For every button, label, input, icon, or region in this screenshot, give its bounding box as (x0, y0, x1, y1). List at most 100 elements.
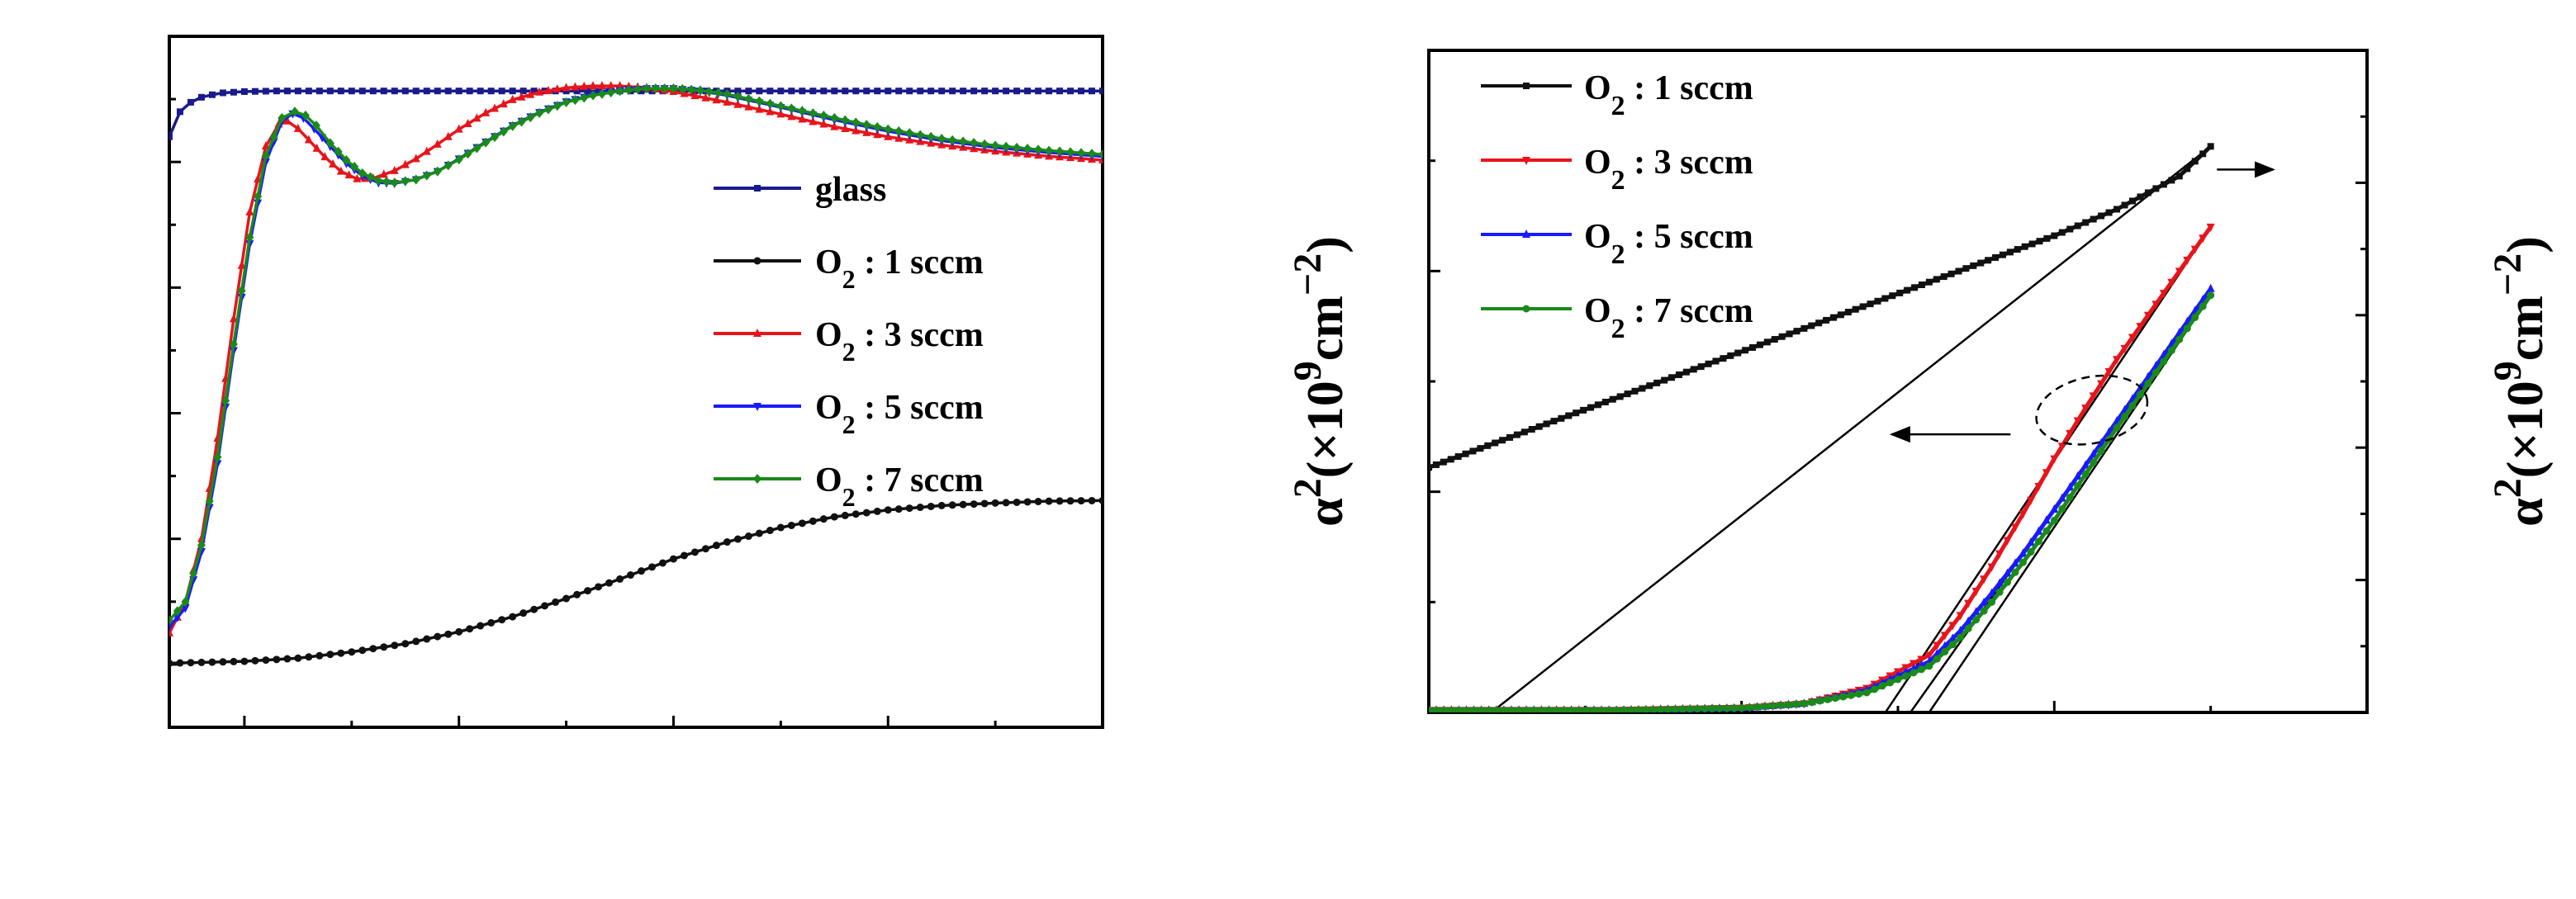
data-point (1056, 88, 1064, 95)
data-point (2151, 300, 2161, 310)
data-point (382, 177, 391, 187)
data-point (2081, 460, 2090, 469)
data-point (2175, 335, 2184, 343)
data-point (852, 125, 861, 135)
data-point (777, 88, 785, 95)
data-point (1046, 88, 1053, 95)
data-point (2074, 222, 2081, 229)
data-point (1948, 622, 1957, 631)
data-point (490, 131, 499, 142)
data-point (658, 559, 667, 567)
data-point (337, 88, 344, 95)
data-point (169, 615, 173, 626)
data-point (1077, 148, 1086, 159)
data-point (230, 88, 237, 96)
data-point (960, 88, 967, 95)
data-point (1675, 371, 1682, 378)
data-point (543, 85, 553, 94)
data-point (219, 658, 227, 666)
data-point (1024, 88, 1032, 95)
data-point (1484, 442, 1492, 449)
data-point (1624, 390, 1631, 398)
data-point (873, 121, 882, 132)
data-point (2073, 417, 2082, 426)
data-point (1568, 706, 1576, 712)
data-point (1964, 624, 1972, 632)
data-point (2175, 267, 2184, 277)
data-point (2206, 283, 2215, 292)
data-point (1753, 703, 1762, 711)
text-part: α (2498, 498, 2554, 527)
data-point (1756, 341, 1763, 348)
data-point (358, 646, 367, 655)
data-point (1649, 706, 1658, 712)
data-point (562, 83, 571, 92)
data-point (463, 119, 472, 128)
data-point (1535, 423, 1543, 430)
data-point (221, 395, 230, 406)
legend-label: glass (815, 171, 886, 209)
data-point (1839, 693, 1848, 701)
data-point (401, 159, 410, 168)
data-point (1970, 262, 1977, 269)
legend-marker (1522, 157, 1530, 165)
data-point (1697, 363, 1705, 371)
data-point (2090, 458, 2098, 466)
data-point (519, 609, 528, 617)
data-point (230, 657, 238, 665)
data-point (283, 88, 291, 95)
data-point (337, 649, 345, 657)
data-point (1977, 259, 1985, 267)
data-point (283, 655, 292, 663)
data-point (2058, 504, 2066, 513)
data-point (2175, 173, 2183, 180)
data-point (1859, 303, 1867, 310)
data-point (305, 88, 312, 95)
legend-entry-o2_5: O2 : 5 sccm (1481, 218, 1753, 270)
data-point (701, 92, 710, 102)
text-part: −2 (2486, 253, 2530, 296)
data-point (894, 505, 903, 513)
data-point (325, 138, 334, 149)
data-point (927, 88, 935, 95)
data-point (766, 98, 775, 109)
data-point (2113, 423, 2121, 432)
data-point (627, 571, 635, 580)
data-point (541, 602, 549, 610)
data-point (262, 88, 269, 95)
data-point (477, 622, 485, 630)
text-part: O (815, 461, 842, 499)
data-point (1940, 273, 1947, 281)
data-point (1690, 366, 1697, 373)
data-point (499, 126, 508, 137)
legend-marker (754, 185, 761, 192)
data-point (1653, 379, 1661, 386)
data-point (830, 112, 839, 123)
data-point (1612, 706, 1620, 712)
series-line (1429, 287, 2213, 712)
series-line (1429, 294, 2213, 712)
data-point (1738, 704, 1746, 712)
data-point (862, 127, 871, 136)
data-point (680, 551, 688, 560)
legend-entry-o2_1: O2 : 1 sccm (1481, 69, 1753, 121)
text-part: ) (2498, 236, 2554, 253)
legend-entry-o2_3: O2 : 3 sccm (1481, 144, 1753, 196)
data-point (819, 111, 828, 121)
text-part: 2 (842, 409, 856, 439)
data-point (1948, 641, 1957, 649)
data-point (2081, 405, 2090, 414)
data-point (472, 113, 482, 122)
data-point (678, 83, 687, 94)
data-point (1933, 276, 1940, 283)
data-point (2074, 481, 2082, 490)
data-point (2057, 442, 2066, 452)
data-point (959, 136, 968, 147)
data-point (906, 88, 913, 95)
data-point (723, 89, 732, 100)
data-point (1500, 706, 1508, 712)
legend-entry-o2_5: O2 : 5 sccm (714, 389, 984, 439)
data-point (290, 106, 299, 117)
